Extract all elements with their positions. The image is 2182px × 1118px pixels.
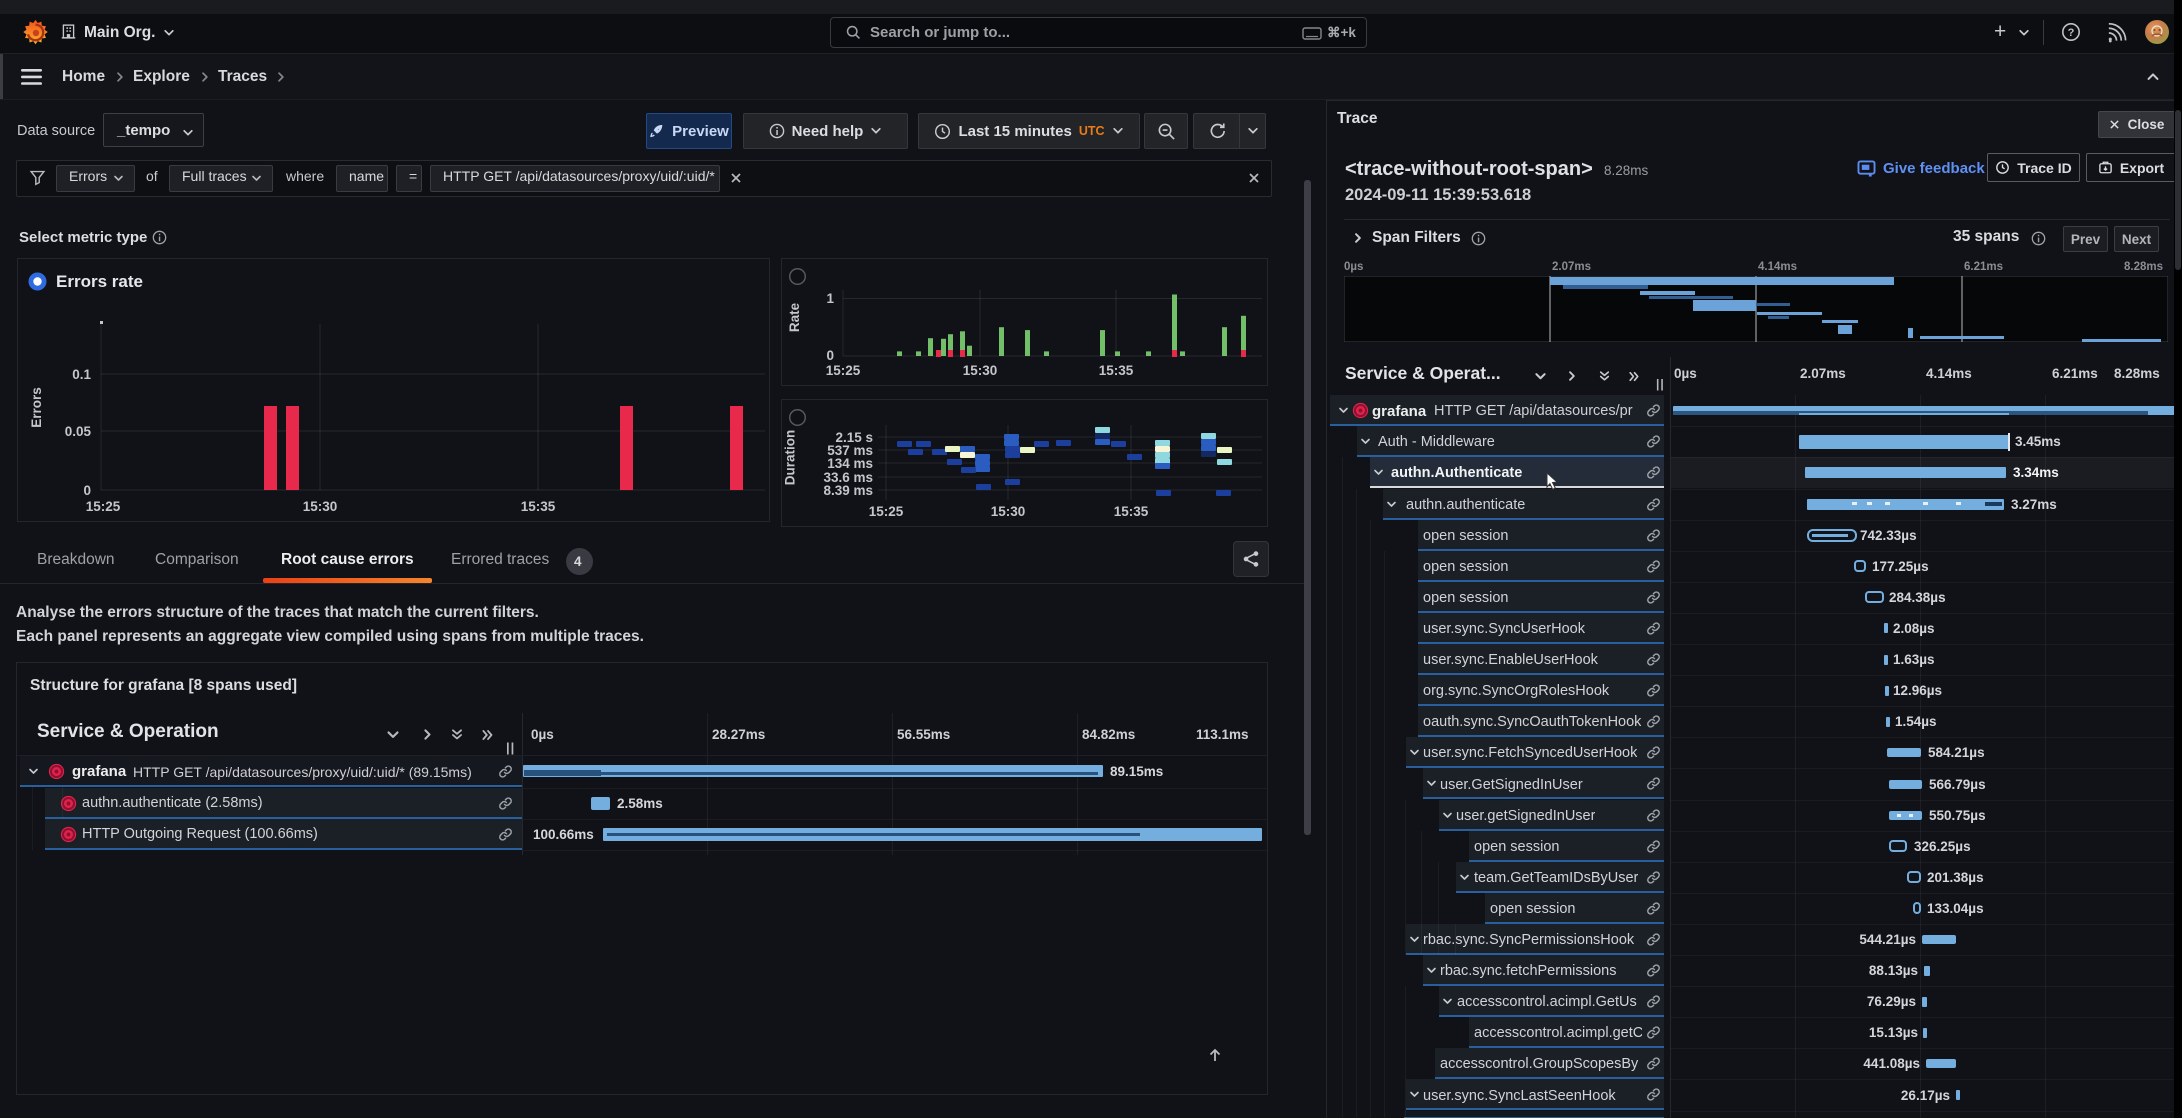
svg-text:0: 0 [83,483,91,498]
svg-text:15:35: 15:35 [521,499,556,514]
svg-text:0.05: 0.05 [65,424,92,439]
svg-text:15:25: 15:25 [826,363,861,378]
svg-text:8.39 ms: 8.39 ms [823,483,873,498]
svg-text:15:35: 15:35 [1099,363,1134,378]
svg-text:0.1: 0.1 [72,367,91,382]
svg-text:?: ? [2068,27,2075,39]
svg-text:15:30: 15:30 [991,504,1026,519]
svg-text:537 ms: 537 ms [827,443,873,458]
svg-text:1: 1 [826,291,834,306]
svg-text:2.15 s: 2.15 s [835,430,873,445]
svg-text:15:35: 15:35 [1114,504,1149,519]
svg-text:33.6 ms: 33.6 ms [823,470,873,485]
svg-text:15:30: 15:30 [303,499,338,514]
svg-text:15:25: 15:25 [869,504,904,519]
svg-text:15:25: 15:25 [86,499,121,514]
svg-text:0: 0 [826,348,834,363]
svg-text:15:30: 15:30 [963,363,998,378]
svg-text:134 ms: 134 ms [827,456,873,471]
